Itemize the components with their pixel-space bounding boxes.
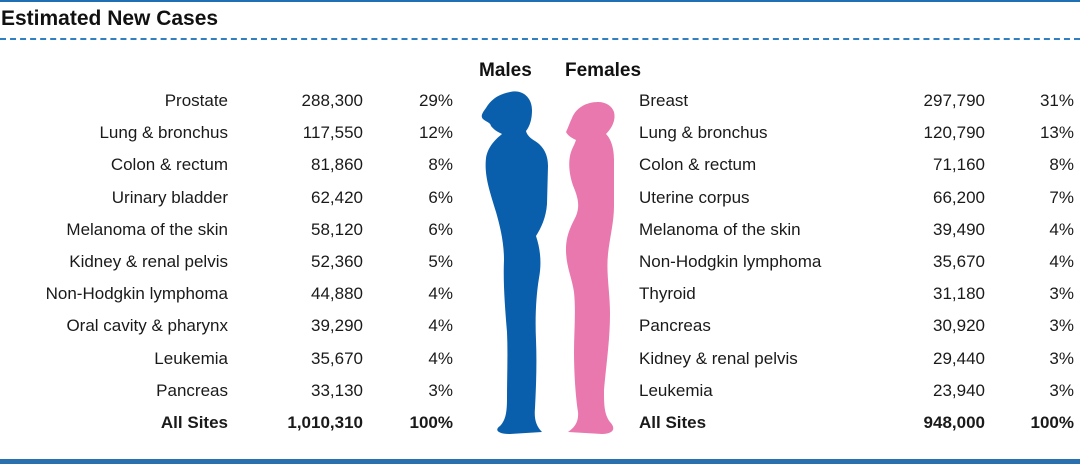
female-percent-value: 100%	[1030, 412, 1074, 432]
male-cases-value: 33,130	[311, 380, 363, 400]
table-row: Prostate 288,300 29% Breast 297,790 31%	[0, 85, 1080, 117]
male-site-label: Kidney & renal pelvis	[69, 251, 228, 271]
female-cases-value: 948,000	[923, 412, 985, 432]
male-site-label: Pancreas	[156, 380, 228, 400]
page-title: Estimated New Cases	[1, 7, 219, 30]
female-percent-value: 7%	[1049, 187, 1074, 207]
cases-table: Prostate 288,300 29% Breast 297,790 31% Lung &…	[0, 85, 1080, 439]
male-cases-value: 1,010,310	[287, 412, 363, 432]
male-cases-value: 81,860	[311, 155, 363, 175]
male-percent-value: 5%	[428, 251, 453, 271]
female-percent-value: 8%	[1049, 155, 1074, 175]
female-cases-value: 30,920	[933, 316, 985, 336]
female-site-label: Melanoma of the skin	[639, 219, 801, 239]
female-site-label: Non-Hodgkin lymphoma	[639, 251, 822, 271]
male-site-label: Non-Hodgkin lymphoma	[45, 284, 228, 304]
male-cases-value: 35,670	[311, 348, 363, 368]
female-site-label: Leukemia	[639, 380, 713, 400]
female-site-label: All Sites	[639, 412, 707, 432]
female-site-label: Breast	[639, 91, 689, 110]
male-site-label: Lung & bronchus	[99, 123, 228, 143]
female-cases-value: 23,940	[933, 380, 985, 400]
males-header: Males	[479, 60, 532, 81]
male-cases-value: 288,300	[301, 91, 363, 110]
figures	[481, 91, 615, 435]
female-percent-value: 4%	[1049, 219, 1074, 239]
females-header: Females	[565, 60, 642, 81]
female-site-label: Thyroid	[639, 284, 696, 304]
table-row: Urinary bladder 62,420 6% Uterine corpus 66,…	[0, 182, 1080, 214]
female-cases-value: 31,180	[933, 284, 985, 304]
table-row: Leukemia 35,670 4% Kidney & renal pelvis 29,…	[0, 343, 1080, 375]
female-percent-value: 13%	[1039, 123, 1074, 143]
male-site-label: Urinary bladder	[111, 187, 228, 207]
female-silhouette-icon	[566, 102, 615, 434]
male-site-label: Leukemia	[154, 348, 228, 368]
table-row: Colon & rectum 81,860 8% Colon & rectum 71,1…	[0, 149, 1080, 181]
female-site-label: Pancreas	[639, 316, 711, 336]
female-cases-value: 120,790	[923, 123, 985, 143]
female-percent-value: 3%	[1049, 380, 1074, 400]
female-cases-value: 39,490	[933, 219, 985, 239]
male-percent-value: 100%	[409, 412, 453, 432]
table-row: Oral cavity & pharynx 39,290 4% Pancreas 30,…	[0, 310, 1080, 342]
table-row: Lung & bronchus 117,550 12% Lung & bronchus…	[0, 117, 1080, 149]
female-percent-value: 4%	[1049, 251, 1074, 271]
male-percent-value: 4%	[428, 284, 453, 304]
male-cases-value: 44,880	[311, 284, 363, 304]
bottom-rule	[0, 459, 1080, 464]
table-row: Non-Hodgkin lymphoma 44,880 4% Thyroid 31,18…	[0, 278, 1080, 310]
male-percent-value: 8%	[428, 155, 453, 175]
table-row: Pancreas 33,130 3% Leukemia 23,940 3%	[0, 375, 1080, 407]
female-site-label: Kidney & renal pelvis	[639, 348, 798, 368]
table-row: Melanoma of the skin 58,120 6% Melanoma of …	[0, 214, 1080, 246]
male-cases-value: 52,360	[311, 251, 363, 271]
male-cases-value: 58,120	[311, 219, 363, 239]
male-silhouette-icon	[481, 91, 548, 435]
male-percent-value: 3%	[428, 380, 453, 400]
female-cases-value: 66,200	[933, 187, 985, 207]
total-row: All Sites 1,010,310 100% All Sites 948,000 10…	[0, 407, 1080, 439]
male-site-label: Prostate	[164, 91, 228, 110]
male-percent-value: 4%	[428, 348, 453, 368]
table-row: Kidney & renal pelvis 52,360 5% Non-Hodgkin…	[0, 246, 1080, 278]
male-percent-value: 29%	[418, 91, 453, 110]
male-cases-value: 39,290	[311, 316, 363, 336]
male-percent-value: 12%	[418, 123, 453, 143]
male-cases-value: 62,420	[311, 187, 363, 207]
female-site-label: Uterine corpus	[639, 187, 750, 207]
male-percent-value: 6%	[428, 219, 453, 239]
female-percent-value: 31%	[1039, 91, 1074, 110]
female-site-label: Colon & rectum	[639, 155, 757, 175]
male-percent-value: 4%	[428, 316, 453, 336]
male-cases-value: 117,550	[302, 123, 363, 143]
top-rule	[0, 0, 1080, 2]
female-percent-value: 3%	[1049, 316, 1074, 336]
male-site-label: Oral cavity & pharynx	[66, 316, 228, 336]
male-site-label: Colon & rectum	[110, 155, 228, 175]
male-site-label: Melanoma of the skin	[66, 219, 228, 239]
female-percent-value: 3%	[1049, 284, 1074, 304]
female-cases-value: 29,440	[933, 348, 985, 368]
female-site-label: Lung & bronchus	[639, 123, 768, 143]
female-percent-value: 3%	[1049, 348, 1074, 368]
dashed-divider	[0, 38, 1080, 40]
female-cases-value: 297,790	[923, 91, 985, 110]
female-cases-value: 35,670	[933, 251, 985, 271]
male-site-label: All Sites	[160, 412, 228, 432]
female-cases-value: 71,160	[933, 155, 985, 175]
male-percent-value: 6%	[428, 187, 453, 207]
